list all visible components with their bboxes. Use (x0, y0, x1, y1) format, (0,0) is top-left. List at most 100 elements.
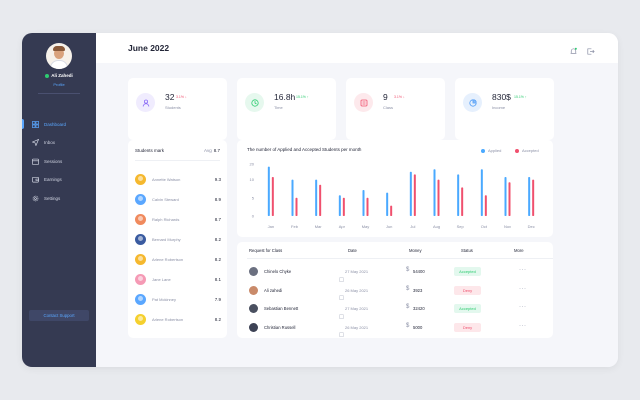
status-badge[interactable]: Accepted (454, 267, 481, 276)
more-options-icon[interactable]: ··· (519, 267, 527, 273)
list-item[interactable]: Annette Watson 9.3 (135, 173, 221, 185)
legend-accepted: Accepted (515, 148, 539, 153)
main-content: June 2022 32 3.1% ↓ Students 16.8h 15.1% ↑ Ti… (96, 33, 618, 367)
x-tick-label: Apr (339, 224, 346, 229)
page-title: June 2022 (128, 43, 170, 53)
bar-accepted-aug[interactable] (437, 179, 440, 216)
sidebar-item-inbox[interactable]: Inbox (22, 134, 96, 153)
calendar-icon (339, 269, 344, 282)
avatar (135, 273, 146, 285)
bar-accepted-jul[interactable] (413, 174, 416, 216)
bar-applied-oct[interactable] (480, 169, 483, 216)
class-requests-table: Request for Class Date Money Status More… (237, 242, 553, 338)
online-status-dot (45, 73, 50, 78)
requester-name: Christian Russell (264, 324, 296, 330)
student-score: 7.9 (214, 296, 221, 302)
gear-icon (32, 195, 39, 202)
average-mark: Avg 8.7 (204, 148, 220, 153)
bar-applied-jul[interactable] (409, 171, 412, 216)
list-item[interactable]: Ralph Richards 8.7 (135, 213, 221, 225)
sidebar-item-label: Inbox (44, 140, 56, 146)
bar-accepted-nov[interactable] (508, 182, 511, 216)
sidebar-item-earnings[interactable]: Earnings (22, 171, 96, 190)
sidebar-nav: Dashboard Inbox Sessions Earnings Settin… (22, 115, 96, 208)
contact-support-button[interactable]: Contact Support (29, 310, 89, 321)
status-badge[interactable]: Deny (454, 322, 481, 332)
divider (38, 93, 80, 94)
request-money: 32420 (413, 306, 425, 311)
requester-name: Ali zahedi (264, 287, 283, 293)
sidebar-item-sessions[interactable]: Sessions (22, 152, 96, 171)
x-tick-label: Mar (315, 224, 323, 229)
more-options-icon[interactable]: ··· (519, 285, 527, 292)
sidebar: Ali Zahedi Profile Dashboard Inbox Sessi… (22, 33, 96, 367)
bar-applied-apr[interactable] (338, 195, 341, 216)
bar-accepted-dec[interactable] (532, 179, 535, 216)
bar-applied-may[interactable] (362, 190, 365, 216)
x-tick-label: Aug (433, 224, 440, 229)
x-tick-label: Feb (291, 224, 299, 229)
pie-icon (463, 93, 482, 112)
bar-applied-sep[interactable] (457, 174, 460, 216)
bar-applied-mar[interactable] (315, 179, 318, 216)
list-item[interactable]: Jane Lane 8.1 (135, 273, 221, 285)
student-score: 8.1 (214, 276, 221, 282)
student-name: Arlene Robertson (152, 316, 184, 322)
status-badge[interactable]: Accepted (454, 304, 481, 313)
more-options-icon[interactable]: ··· (519, 322, 527, 329)
student-name: Arlene Robertson (152, 256, 184, 262)
bar-chart: 0 5 10 20 Jan Feb Mar Apr May Jun Jul Aug Sep Oct Nov D… (250, 162, 535, 230)
logout-icon[interactable] (586, 43, 595, 55)
trend-badge: 3.1% ↓ (176, 95, 187, 99)
y-tick-label: 0 (252, 214, 255, 219)
sidebar-item-dashboard[interactable]: Dashboard (22, 115, 96, 134)
avatar (249, 267, 258, 276)
bar-applied-nov[interactable] (504, 177, 507, 216)
list-item[interactable]: Pat Mckinney 7.9 (135, 293, 221, 305)
bar-accepted-may[interactable] (366, 197, 369, 216)
column-header-more: More (514, 248, 524, 253)
bar-applied-aug[interactable] (433, 169, 436, 216)
bell-icon[interactable] (569, 43, 578, 54)
bar-applied-feb[interactable] (291, 179, 294, 216)
status-badge[interactable]: Deny (454, 285, 481, 295)
divider (247, 258, 553, 259)
more-options-icon[interactable]: ··· (519, 304, 527, 310)
list-item[interactable]: Calvin Steward 8.9 (135, 193, 221, 205)
bar-accepted-mar[interactable] (319, 184, 322, 216)
sidebar-item-settings[interactable]: Settings (22, 189, 96, 208)
calendar-icon (32, 158, 39, 165)
bar-applied-jun[interactable] (386, 192, 389, 216)
request-date: 27 May 2021 (345, 306, 369, 311)
avatar (135, 193, 146, 205)
calendar-icon (339, 287, 344, 300)
bar-applied-dec[interactable] (528, 177, 531, 216)
legend-dot-applied-icon (481, 148, 485, 153)
dollar-icon: $ (406, 267, 410, 273)
list-item[interactable]: Arlene Robertson 8.2 (135, 313, 221, 325)
avatar[interactable] (46, 43, 72, 69)
table-row[interactable]: Chinelo Chyke 27 May 2021 $54400 Accepted ··… (237, 266, 553, 282)
profile-link[interactable]: Profile (53, 82, 65, 87)
column-header-request: Request for Class (249, 248, 283, 253)
bar-accepted-sep[interactable] (461, 187, 464, 216)
avatar (135, 173, 146, 185)
bar-accepted-apr[interactable] (342, 197, 345, 216)
list-item[interactable]: Bernard Murphy 8.2 (135, 233, 221, 245)
avatar (135, 233, 146, 245)
bar-accepted-feb[interactable] (295, 197, 298, 216)
table-row[interactable]: Christian Russell 26 May 2021 $5000 Deny ··· (237, 322, 553, 337)
x-tick-label: Nov (504, 224, 511, 229)
bar-accepted-oct[interactable] (484, 195, 487, 216)
student-score: 8.7 (214, 216, 221, 222)
list-item[interactable]: Arlene Robertson 8.2 (135, 253, 221, 265)
table-row[interactable]: Ali zahedi 26 May 2021 $3923 Deny ··· (237, 285, 553, 300)
bar-accepted-jan[interactable] (271, 177, 274, 216)
stat-card-time: 16.8h 15.1% ↑ Time (237, 78, 336, 140)
y-tick-label: 5 (252, 195, 255, 200)
table-row[interactable]: Sebastian Bennett 27 May 2021 $32420 Accept… (237, 303, 553, 319)
user-icon (136, 93, 155, 112)
bar-accepted-jun[interactable] (390, 205, 393, 216)
request-money: 54400 (413, 269, 425, 274)
bar-applied-jan[interactable] (267, 166, 270, 216)
